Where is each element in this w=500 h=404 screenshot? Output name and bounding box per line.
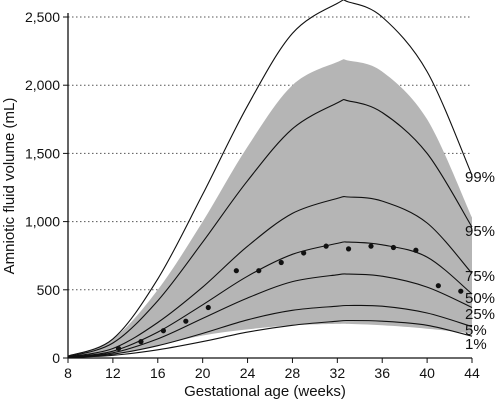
- y-tick-label: 1,500: [25, 145, 60, 161]
- axes: [67, 13, 472, 359]
- x-tick-labels: 8 12 16 20 24 28 32 36 40 44: [64, 358, 480, 381]
- x-tick-label: 40: [419, 365, 435, 381]
- data-point: [413, 247, 419, 253]
- data-point: [301, 250, 307, 256]
- percentile-label: 25%: [465, 306, 495, 323]
- data-point: [435, 283, 441, 289]
- percentile-label: 99%: [465, 169, 495, 186]
- y-tick-label: 2,000: [25, 77, 60, 93]
- percentile-line: [67, 99, 473, 358]
- percentile-line: [67, 304, 473, 359]
- x-tick-label: 12: [105, 365, 121, 381]
- data-points: [115, 243, 464, 352]
- x-tick-label: 32: [330, 365, 346, 381]
- data-point: [345, 246, 352, 252]
- percentile-labels: 99% 95% 75% 50%25%5%1%: [465, 169, 495, 353]
- data-point: [458, 288, 464, 294]
- percentile-label: 75%: [465, 268, 495, 285]
- percentile-line: [67, 0, 473, 357]
- x-tick-label: 16: [150, 365, 166, 381]
- data-point: [323, 243, 329, 249]
- y-tick-labels: 0 500 1,000 1,500 2,000 2,500: [25, 9, 68, 366]
- x-axis-label: Gestational age (weeks): [184, 383, 346, 400]
- x-tick-label: 24: [240, 365, 256, 381]
- data-point: [233, 268, 239, 274]
- percentile-line: [67, 195, 473, 358]
- data-point: [160, 328, 166, 334]
- y-tick-label: 2,500: [25, 9, 60, 25]
- percentile-label: 95%: [465, 223, 495, 240]
- x-tick-label: 8: [64, 365, 72, 381]
- data-point: [138, 339, 144, 345]
- x-tick-label: 20: [195, 365, 211, 381]
- data-point: [368, 243, 374, 249]
- y-tick-label: 0: [52, 350, 60, 366]
- data-point: [278, 259, 284, 266]
- shaded-percentile-band: [68, 59, 472, 358]
- data-point: [205, 304, 211, 311]
- y-tick-label: 500: [37, 282, 61, 298]
- data-point: [115, 345, 122, 352]
- x-tick-label: 28: [285, 365, 301, 381]
- data-point: [256, 268, 262, 274]
- data-point: [390, 244, 397, 251]
- percentile-label: 1%: [465, 336, 487, 353]
- percentile-line: [67, 273, 473, 358]
- x-tick-label: 36: [374, 365, 390, 381]
- y-tick-label: 1,000: [25, 214, 60, 230]
- x-tick-label: 44: [464, 365, 480, 381]
- percentile-line: [67, 319, 473, 359]
- data-point: [183, 318, 189, 324]
- percentile-label: 5%: [465, 322, 487, 339]
- y-axis-label: Amniotic fluid volume (mL): [1, 98, 18, 275]
- percentile-label: 50%: [465, 290, 495, 307]
